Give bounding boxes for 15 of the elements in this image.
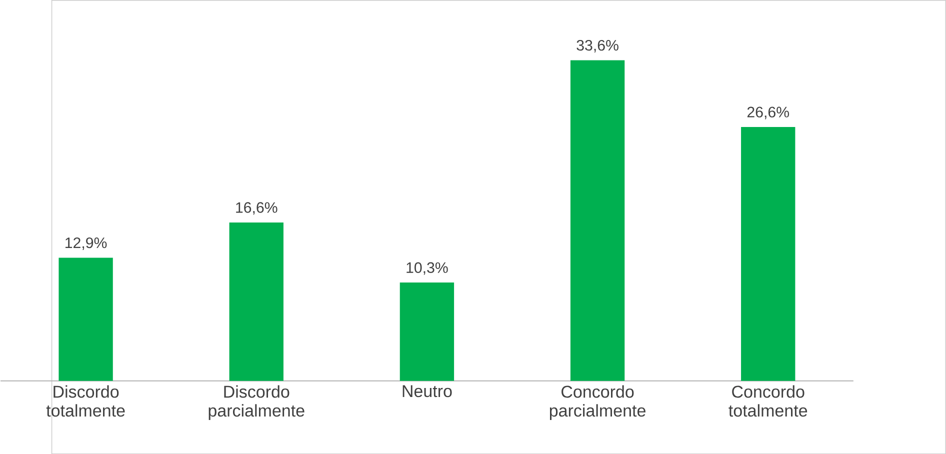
bar [229, 222, 284, 381]
data-label: 12,9% [66, 237, 107, 250]
data-label: 16,6% [236, 202, 278, 214]
data-label: 33,6% [576, 40, 618, 52]
x-tick-label: Discordo parcialmente [208, 385, 304, 420]
bar [741, 126, 796, 381]
bar [570, 60, 625, 381]
x-tick-label: Neutro [402, 385, 452, 398]
data-label: 10,3% [406, 262, 448, 275]
bar [58, 258, 113, 381]
bar [400, 282, 454, 381]
x-tick-label: Concordo parcialmente [550, 385, 646, 420]
data-label: 26,6% [747, 106, 790, 120]
x-tick-label: Discordo totalmente [46, 385, 125, 417]
x-tick-label: Concordo totalmente [728, 385, 808, 417]
